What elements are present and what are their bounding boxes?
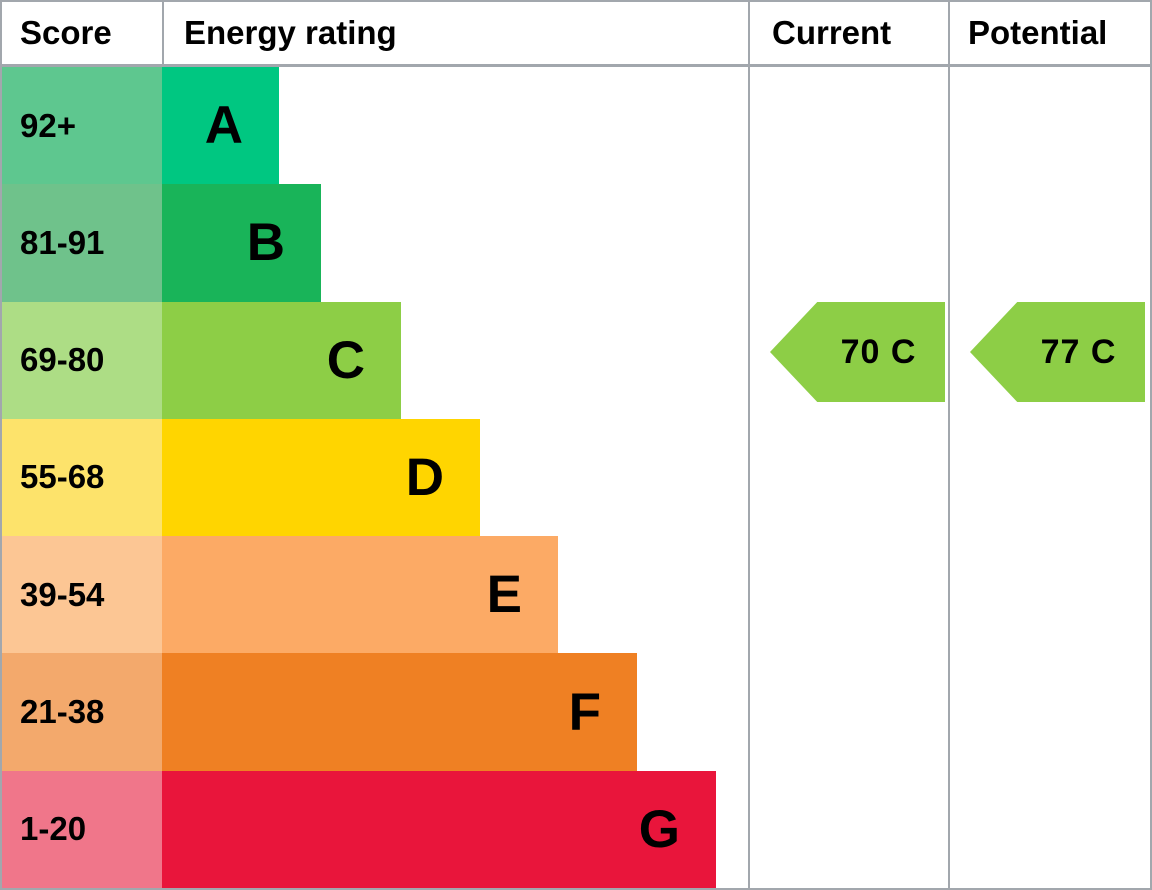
band-score-label: 39-54	[20, 575, 105, 613]
band-score-label: 55-68	[20, 458, 105, 496]
energy-rating-column-header: Energy rating	[162, 2, 748, 64]
band-score-label: 21-38	[20, 693, 105, 731]
band-score-cell: 69-80	[2, 301, 162, 419]
chart-header-row: Score Energy rating Current Potential	[2, 2, 1150, 67]
band-rating-letter: E	[486, 565, 522, 625]
band-bar: B	[162, 184, 321, 302]
band-score-cell: 92+	[2, 67, 162, 185]
band-bar: D	[162, 418, 480, 537]
band-rating-letter: G	[638, 799, 680, 859]
band-score-label: 81-91	[20, 223, 105, 261]
band-bar: E	[162, 536, 558, 654]
band-row-f: 21-38 F	[2, 653, 1150, 771]
potential-rating-label: 77 C	[1040, 332, 1117, 371]
rating-bands: 92+ A 81-91 B 69-80 C 55-68	[2, 67, 1150, 888]
band-row-c: 69-80 C	[2, 301, 1150, 419]
band-rating-letter: B	[246, 213, 285, 273]
column-divider	[748, 2, 750, 888]
band-score-cell: 21-38	[2, 653, 162, 771]
band-score-cell: 1-20	[2, 770, 162, 888]
band-rating-letter: D	[405, 447, 444, 507]
band-row-b: 81-91 B	[2, 184, 1150, 302]
band-score-label: 1-20	[20, 810, 87, 848]
band-row-d: 55-68 D	[2, 418, 1150, 537]
column-divider	[948, 2, 950, 888]
band-rating-letter: F	[568, 682, 601, 742]
band-score-cell: 81-91	[2, 184, 162, 302]
band-row-e: 39-54 E	[2, 536, 1150, 654]
band-rating-letter: A	[204, 96, 243, 156]
band-row-g: 1-20 G	[2, 770, 1150, 888]
band-bar: G	[162, 770, 716, 888]
current-rating-label: 70 C	[840, 332, 917, 371]
current-column-header: Current	[772, 14, 892, 51]
potential-column-header: Potential	[968, 14, 1108, 51]
band-score-label: 92+	[20, 106, 76, 144]
band-score-cell: 39-54	[2, 536, 162, 654]
band-score-label: 69-80	[20, 341, 105, 379]
band-bar: A	[162, 67, 279, 185]
band-bar: C	[162, 301, 401, 419]
score-column-header: Score	[20, 14, 112, 51]
band-score-cell: 55-68	[2, 418, 162, 537]
band-rating-letter: C	[326, 330, 365, 390]
band-bar: F	[162, 653, 637, 771]
band-row-a: 92+ A	[2, 67, 1150, 185]
